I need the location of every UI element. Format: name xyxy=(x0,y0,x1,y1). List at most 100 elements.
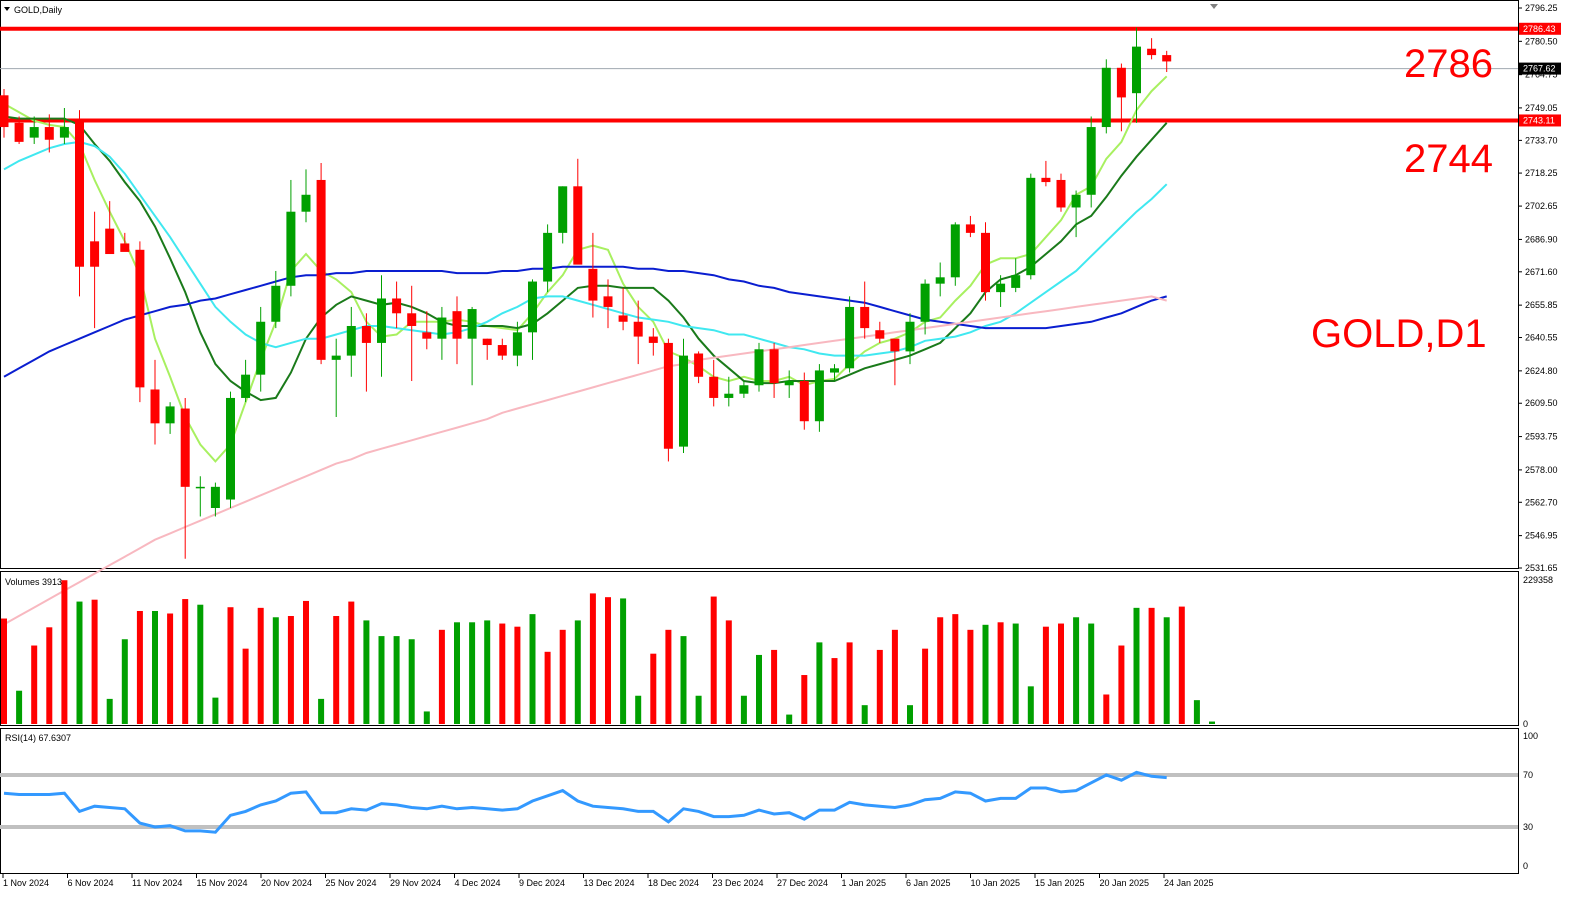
time-tick-label: 1 Jan 2025 xyxy=(842,878,887,888)
level-low-annotation: 2744 xyxy=(1404,137,1493,181)
volume-bar xyxy=(1133,607,1140,724)
time-tick-label: 29 Nov 2024 xyxy=(390,878,441,888)
volume-bar xyxy=(907,705,913,724)
price-tick-label: 2749.05 xyxy=(1525,103,1558,113)
volume-bar xyxy=(589,593,596,724)
candle-body xyxy=(241,374,251,398)
candle-body xyxy=(1026,177,1036,276)
volume-tick-label: 229358 xyxy=(1523,575,1553,585)
candle-body xyxy=(150,389,160,424)
volume-bar xyxy=(408,639,415,724)
time-tick-label: 11 Nov 2024 xyxy=(132,878,182,888)
volume-bar xyxy=(303,600,309,724)
volume-bar xyxy=(680,636,687,724)
volume-bar xyxy=(393,636,400,724)
candle-body xyxy=(316,179,326,360)
candle-body xyxy=(452,311,462,339)
candle-body xyxy=(226,397,235,500)
volume-bar xyxy=(121,639,128,724)
price-panel xyxy=(0,26,1518,626)
candle-body xyxy=(558,186,568,233)
price-axis: 2796.25 2780.50 2764.75 2749.05 2733.70 2718.… xyxy=(1518,3,1561,871)
time-tick-label: 18 Dec 2024 xyxy=(648,878,699,888)
candle-body xyxy=(603,296,613,307)
price-tick-label: 2640.55 xyxy=(1525,333,1558,343)
price-tick-label: 2593.75 xyxy=(1525,432,1558,442)
symbol-menu-arrow-icon[interactable] xyxy=(4,7,10,11)
price-tick-label: 2686.90 xyxy=(1525,234,1558,244)
time-tick-label: 25 Nov 2024 xyxy=(326,878,377,888)
volume-bar xyxy=(650,653,657,724)
candle-body xyxy=(920,283,930,322)
time-tick-label: 15 Nov 2024 xyxy=(197,878,248,888)
candle-body xyxy=(1086,127,1096,195)
time-tick-label: 20 Jan 2025 xyxy=(1100,878,1150,888)
volume-bar xyxy=(106,698,113,724)
price-tick-label: 2796.25 xyxy=(1525,3,1558,13)
candle-body xyxy=(437,317,447,339)
sma10-line xyxy=(3,115,1168,402)
volume-bar xyxy=(1193,700,1200,724)
candle-body xyxy=(950,224,960,278)
volume-bar xyxy=(152,610,158,724)
volume-panel xyxy=(1,580,1215,724)
volume-bar xyxy=(46,627,53,724)
candle-body xyxy=(905,321,915,352)
time-tick-label: 4 Dec 2024 xyxy=(455,878,501,888)
volume-bar xyxy=(605,597,611,724)
price-tag-label: 2743.11 xyxy=(1523,115,1555,125)
volume-bar xyxy=(846,642,853,724)
candle-body xyxy=(256,321,266,375)
volume-bar xyxy=(831,658,838,724)
volume-bar xyxy=(544,651,551,724)
candle-body xyxy=(739,385,749,394)
candle-body xyxy=(271,285,281,322)
price-tick-label: 2546.95 xyxy=(1525,531,1558,541)
candle-body xyxy=(14,122,24,142)
rsi-tick-label: 100 xyxy=(1523,731,1538,741)
candle-body xyxy=(618,315,628,322)
volume-bar xyxy=(1148,607,1155,724)
time-tick-label: 1 Nov 2024 xyxy=(3,878,49,888)
volume-bar xyxy=(620,598,627,724)
volume-bar xyxy=(695,695,702,724)
candle-body xyxy=(120,243,130,252)
volume-bar xyxy=(861,705,868,724)
time-tick-label: 24 Jan 2025 xyxy=(1164,878,1214,888)
candle-body xyxy=(392,298,402,314)
candle-body xyxy=(1101,67,1111,128)
volume-bar xyxy=(1,618,7,724)
candle-body xyxy=(965,224,975,233)
candle-body xyxy=(195,486,205,489)
candle-body xyxy=(467,309,477,339)
volume-bar xyxy=(227,607,234,724)
candle-body xyxy=(75,120,84,267)
candle-body xyxy=(573,186,583,265)
candle-body xyxy=(633,321,643,337)
price-tick-label: 2624.80 xyxy=(1525,366,1558,376)
candle-body xyxy=(1056,179,1066,208)
volume-bar xyxy=(559,629,566,724)
candle-body xyxy=(769,349,779,384)
volume-bar xyxy=(922,648,929,724)
candle-body xyxy=(784,381,794,386)
instrument-annotation: GOLD,D1 xyxy=(1311,312,1487,356)
candle-body xyxy=(377,298,386,343)
volume-bar xyxy=(876,649,883,724)
volume-bar xyxy=(574,620,581,724)
candle-body xyxy=(875,330,885,339)
time-axis: 1 Nov 2024 6 Nov 2024 11 Nov 2024 15 Nov 20… xyxy=(2,874,1214,888)
volume-bar xyxy=(937,617,944,724)
price-tick-label: 2655.85 xyxy=(1525,300,1558,310)
rsi-tick-label: 0 xyxy=(1523,861,1528,871)
volume-bar xyxy=(1088,623,1095,724)
volume-bar xyxy=(725,620,732,724)
volume-tick-label: 0 xyxy=(1523,719,1528,729)
volume-bar xyxy=(710,596,717,724)
volume-bar xyxy=(771,649,778,724)
volume-bar xyxy=(31,645,38,724)
volume-bar xyxy=(197,604,204,724)
chart-shift-marker-icon[interactable] xyxy=(1210,4,1218,9)
